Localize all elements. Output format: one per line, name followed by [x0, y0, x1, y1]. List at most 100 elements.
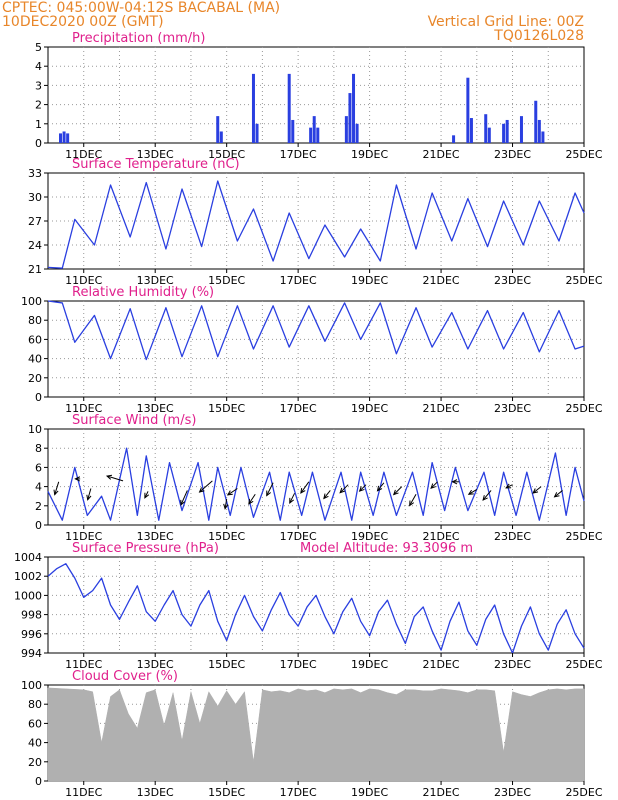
wind-vector-head — [323, 493, 329, 500]
pressure-x-tick-label: 19DEC — [351, 658, 388, 671]
wind-vector-shaft — [359, 484, 367, 492]
pressure-y-tick-label: 998 — [21, 609, 42, 622]
wind-vector-head — [86, 494, 92, 501]
wind-y-tick-label: 8 — [35, 442, 42, 455]
precip-y-tick-label: 4 — [35, 60, 42, 73]
wind-vector-shaft — [106, 475, 124, 482]
wind-vector-head — [289, 497, 295, 504]
precip-bar — [452, 135, 456, 143]
precip-x-tick-label: 21DEC — [423, 148, 460, 161]
pressure-x-tick-label: 23DEC — [494, 658, 531, 671]
precip-frame — [47, 46, 585, 144]
precip-bar — [344, 116, 348, 143]
wind-vector-head — [482, 495, 488, 501]
wind-vector-shaft — [468, 489, 478, 495]
temperature-line — [47, 180, 585, 269]
humidity-x-tick-label: 21DEC — [423, 402, 460, 415]
wind-vector-shaft — [180, 490, 188, 506]
humidity-x-tick-label: 15DEC — [208, 402, 245, 415]
humidity-x-tick-label: 25DEC — [565, 402, 602, 415]
pressure-line — [47, 563, 585, 654]
temperature-y-tick-label: 24 — [28, 239, 42, 252]
wind-vector-shaft — [266, 482, 274, 496]
wind-x-tick-label: 23DEC — [494, 530, 531, 543]
humidity-x-ticks: 11DEC 13DEC 15DEC 17DEC 19DEC 21DEC 23DEC 25DEC — [65, 397, 603, 415]
pressure-y-tick-label: 994 — [21, 647, 42, 660]
precip-bar — [287, 73, 291, 143]
model-code: TQ0126L028 — [493, 28, 584, 44]
pressure-frame — [47, 556, 585, 654]
temperature-x-ticks: 11DEC 13DEC 15DEC 17DEC 19DEC 21DEC 23DEC 25DEC — [65, 269, 603, 287]
wind-vector-head — [74, 476, 81, 482]
humidity-frame — [47, 300, 585, 398]
precip-bar — [66, 133, 70, 143]
cloud-area — [47, 687, 585, 782]
precip-bar — [502, 123, 506, 143]
precip-bar — [216, 116, 220, 143]
humidity-y-ticks: 0 20 40 60 80 100 — [21, 295, 48, 404]
cloud-y-tick-label: 40 — [28, 737, 42, 750]
precip-bar — [62, 131, 66, 143]
wind-vector-head — [392, 489, 399, 496]
pressure-x-tick-label: 11DEC — [65, 658, 102, 671]
wind-vector-head — [358, 486, 365, 492]
wind-vector-head — [248, 498, 254, 505]
cloud-x-tick-label: 21DEC — [423, 786, 460, 799]
wind-vector-shaft — [505, 484, 513, 489]
wind-vector-head — [532, 488, 539, 494]
temperature-x-tick-label: 11DEC — [65, 274, 102, 287]
pressure-y-tick-label: 1002 — [14, 570, 42, 583]
cloud-x-tick-label: 11DEC — [65, 786, 102, 799]
wind-x-tick-label: 19DEC — [351, 530, 388, 543]
humidity-y-tick-label: 80 — [28, 314, 42, 327]
wind-vector-shaft — [323, 490, 331, 499]
humidity-x-tick-label: 13DEC — [137, 402, 174, 415]
cloud-x-tick-label: 15DEC — [208, 786, 245, 799]
wind-grid — [48, 429, 584, 525]
precip-bar — [291, 119, 295, 143]
pressure-y-tick-label: 996 — [21, 628, 42, 641]
temperature-x-tick-label: 21DEC — [423, 274, 460, 287]
temperature-grid — [48, 173, 584, 269]
precip-bar — [348, 93, 352, 143]
temperature-series-line — [47, 180, 585, 269]
wind-line — [47, 447, 585, 521]
wind-y-ticks: 0 2 4 6 8 10 — [28, 423, 48, 532]
humidity-y-tick-label: 100 — [21, 295, 42, 308]
temperature-y-tick-label: 30 — [28, 191, 42, 204]
humidity-y-tick-label: 60 — [28, 333, 42, 346]
cloud-y-tick-label: 60 — [28, 717, 42, 730]
humidity-x-tick-label: 23DEC — [494, 402, 531, 415]
precip-bar — [469, 118, 473, 143]
wind-vector-head — [376, 485, 383, 492]
humidity-y-tick-label: 0 — [35, 391, 42, 404]
temperature-y-ticks: 21 24 27 30 33 — [28, 167, 48, 276]
wind-vector-shaft — [377, 482, 385, 492]
precip-bar — [312, 116, 316, 143]
cloud-y-tick-label: 20 — [28, 756, 42, 769]
wind-y-tick-label: 2 — [35, 500, 42, 513]
precip-bar — [519, 116, 523, 143]
precip-x-tick-label: 15DEC — [208, 148, 245, 161]
wind-vector-shaft — [248, 494, 256, 505]
wind-vector-shaft — [430, 481, 438, 489]
cloud-x-tick-label: 13DEC — [137, 786, 174, 799]
precip-bar — [251, 73, 255, 143]
pressure-y-tick-label: 1000 — [14, 589, 42, 602]
temperature-y-tick-label: 33 — [28, 167, 42, 180]
precip-panel: Precipitation (mm/h) 0 1 2 3 4 5 11DEC 13DEC 15… — [35, 31, 603, 161]
wind-vector-shaft — [289, 493, 296, 504]
wind-vectors — [53, 474, 563, 510]
wind-vector-shaft — [199, 480, 213, 493]
pressure-x-tick-label: 25DEC — [565, 658, 602, 671]
temperature-x-tick-label: 13DEC — [137, 274, 174, 287]
temperature-x-tick-label: 17DEC — [280, 274, 317, 287]
precip-bar — [541, 131, 545, 143]
wind-x-tick-label: 15DEC — [208, 530, 245, 543]
cloud-x-ticks: 11DEC 13DEC 15DEC 17DEC 19DEC 21DEC 23DEC 25DEC — [65, 781, 603, 799]
wind-vector-shaft — [227, 488, 238, 496]
humidity-series-line — [47, 300, 585, 361]
precip-bar — [219, 131, 223, 143]
